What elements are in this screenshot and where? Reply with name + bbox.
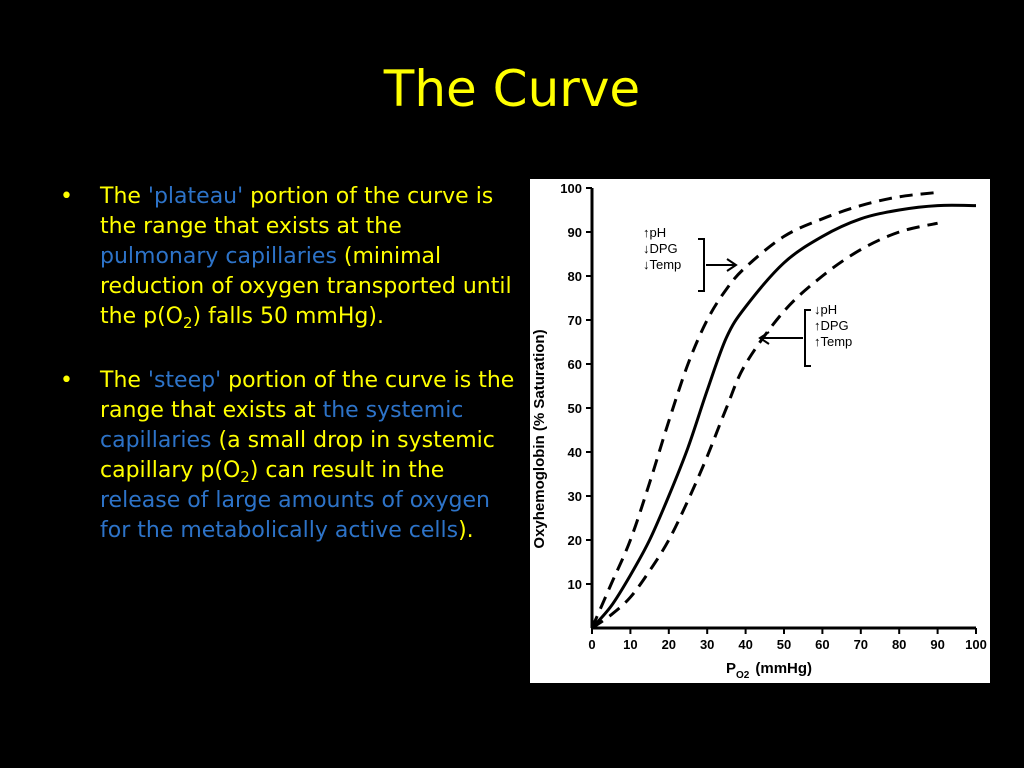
y-tick-label: 20 (568, 533, 582, 548)
text-segment: ) falls 50 mmHg). (192, 304, 384, 329)
text-segment: ). (458, 518, 474, 543)
x-axis-label: PO2 (mmHg) (726, 660, 812, 681)
slide-title: The Curve (383, 60, 641, 118)
annotation-text: ↓DPG (643, 241, 678, 256)
text-segment: portion of the curve is the range that e… (100, 368, 515, 423)
x-tick-label: 70 (854, 637, 868, 652)
x-tick-label: 50 (777, 637, 791, 652)
text-segment: portion of the curve is the range that e… (100, 184, 494, 239)
arrow-right-icon (726, 258, 738, 272)
x-tick-label: 20 (662, 637, 676, 652)
x-tick-label: 30 (700, 637, 714, 652)
x-tick-label: 60 (815, 637, 829, 652)
highlight-plateau: 'plateau' (147, 184, 244, 209)
bullet-item-steep: • The 'steep' portion of the curve is th… (60, 366, 520, 546)
y-tick-label: 70 (568, 313, 582, 328)
chart-svg: 0 10 20 30 40 50 60 70 80 90 100 10 20 30 40 50 60 70 80 90… (531, 181, 987, 681)
text-segment: ) can result in the (249, 458, 445, 483)
y-tick-label: 100 (560, 181, 582, 196)
x-tick-label: 100 (965, 637, 987, 652)
bullet-dot: • (60, 368, 73, 393)
annotation-text: ↑DPG (814, 318, 849, 333)
right-shift-dashed-curve (591, 221, 938, 630)
y-tick-label: 60 (568, 357, 582, 372)
arrow-left-icon (758, 331, 770, 345)
subscript: 2 (240, 468, 250, 486)
x-tick-label: 40 (738, 637, 752, 652)
y-tick-label: 80 (568, 269, 582, 284)
highlight-steep: 'steep' (147, 368, 222, 393)
annotation-text: ↑Temp (814, 334, 852, 349)
y-tick-label: 50 (568, 401, 582, 416)
y-tick-label: 30 (568, 489, 582, 504)
text-segment: The (100, 184, 148, 209)
annotation-text: ↑pH (643, 225, 666, 240)
annotation-bracket (698, 238, 705, 292)
highlight-release: release of large amounts of oxygen for t… (100, 488, 490, 543)
x-tick-label: 10 (623, 637, 637, 652)
x-tick-label: 80 (892, 637, 906, 652)
bullet-text: The 'steep' portion of the curve is the … (100, 368, 514, 543)
highlight-pulmonary-capillaries: pulmonary capillaries (100, 244, 337, 269)
text-segment: The (100, 368, 148, 393)
oxygen-dissociation-chart: 0 10 20 30 40 50 60 70 80 90 100 10 20 30 40 50 60 70 80 90… (530, 179, 990, 683)
y-tick-label: 40 (568, 445, 582, 460)
bullet-dot: • (60, 184, 73, 209)
annotation-text: ↓Temp (643, 257, 681, 272)
annotation-bracket (804, 309, 811, 367)
bullet-item-plateau: • The 'plateau' portion of the curve is … (60, 182, 520, 332)
x-tick-label: 0 (588, 637, 595, 652)
highlight-systemic-capillaries: the systemic capillaries (100, 398, 464, 453)
y-tick-label: 90 (568, 225, 582, 240)
bullet-text: The 'plateau' portion of the curve is th… (100, 184, 512, 332)
x-tick-label: 90 (930, 637, 944, 652)
bullet-list: • The 'plateau' portion of the curve is … (60, 182, 520, 580)
text-segment: (a small drop in systemic capillary p(O (100, 428, 495, 483)
normal-curve (590, 203, 977, 629)
y-axis-label: Oxyhemoglobin (% Saturation) (531, 329, 548, 548)
annotation-text: ↓pH (814, 302, 837, 317)
text-segment: (minimal reduction of oxygen transported… (100, 244, 512, 329)
y-tick-label: 10 (568, 577, 582, 592)
left-shift-dashed-curve (590, 190, 938, 629)
subscript: 2 (182, 314, 193, 332)
